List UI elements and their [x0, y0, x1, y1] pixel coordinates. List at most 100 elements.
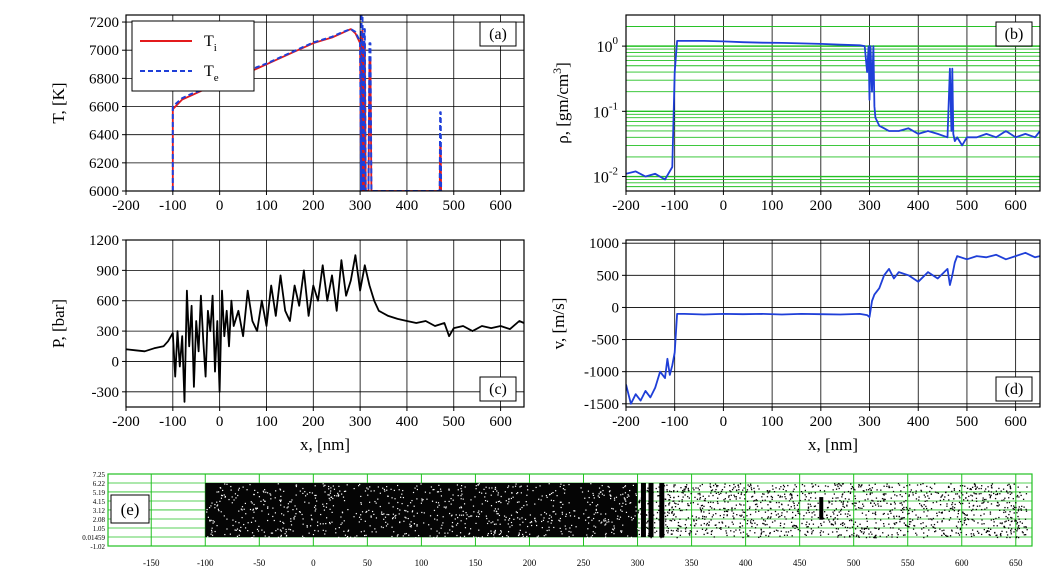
void-dot	[541, 527, 543, 529]
void-dot	[568, 483, 570, 486]
particle-dot	[988, 530, 990, 533]
particle-dot	[724, 525, 727, 527]
particle-dot	[839, 499, 841, 502]
particle-dot	[743, 487, 745, 489]
particle-dot	[780, 503, 783, 505]
particle-dot	[746, 509, 749, 511]
void-dot	[624, 498, 626, 500]
particle-dot	[770, 516, 772, 518]
particle-dot	[713, 536, 715, 538]
void-dot	[516, 511, 518, 514]
particle-dot	[828, 502, 830, 504]
void-dot	[534, 517, 536, 519]
particle-dot	[695, 519, 698, 521]
void-dot	[600, 522, 602, 524]
void-dot	[396, 484, 399, 487]
void-dot	[611, 521, 613, 523]
particle-dot	[923, 494, 925, 496]
void-dot	[475, 536, 477, 538]
particle-dot	[862, 490, 864, 492]
particle-dot	[966, 499, 969, 501]
particle-dot	[878, 527, 880, 530]
particle-dot	[957, 510, 960, 512]
particle-dot	[810, 519, 813, 521]
particle-dot	[889, 527, 892, 529]
void-dot	[232, 519, 234, 521]
void-dot	[422, 498, 424, 501]
particle-dot	[697, 487, 699, 489]
x-tick-label: 600	[1004, 198, 1027, 214]
particle-dot	[969, 488, 972, 490]
particle-dot	[715, 488, 717, 491]
particle-dot	[854, 502, 856, 504]
void-dot	[512, 496, 514, 498]
particle-dot	[985, 498, 987, 501]
void-dot	[403, 520, 405, 522]
void-dot	[521, 537, 523, 539]
void-dot	[367, 488, 369, 490]
particle-dot	[714, 524, 716, 526]
particle-dot	[1001, 499, 1003, 502]
particle-dot	[670, 529, 673, 532]
void-dot	[209, 520, 211, 522]
particle-dot	[861, 531, 863, 533]
panel-label-text: (b)	[1005, 26, 1024, 43]
particle-dot	[792, 526, 794, 528]
void-dot	[545, 495, 548, 497]
particle-dot	[907, 513, 909, 515]
particle-dot	[717, 502, 719, 505]
particle-dot	[905, 524, 907, 527]
x-tick-label: 100	[415, 558, 429, 568]
particle-dot	[874, 511, 877, 513]
void-dot	[625, 500, 627, 502]
particle-dot	[728, 495, 730, 497]
void-dot	[485, 492, 487, 494]
particle-dot	[762, 519, 765, 521]
particle-dot	[674, 484, 676, 486]
void-dot	[373, 513, 375, 516]
particle-dot	[1021, 505, 1023, 508]
particle-dot	[915, 498, 918, 500]
void-dot	[373, 490, 375, 492]
particle-dot	[793, 524, 795, 527]
void-dot	[437, 502, 440, 504]
particle-dot	[741, 525, 744, 527]
void-dot	[531, 521, 533, 523]
void-dot	[317, 521, 319, 523]
void-dot	[445, 507, 447, 509]
particle-dot	[760, 528, 762, 530]
particle-dot	[790, 529, 792, 532]
particle-dot	[987, 530, 989, 532]
void-dot	[507, 531, 510, 533]
particle-dot	[688, 497, 691, 499]
particle-dot	[711, 530, 713, 532]
void-dot	[275, 530, 277, 532]
void-dot	[414, 487, 416, 489]
void-dot	[587, 501, 589, 503]
particle-dot	[1016, 521, 1019, 524]
particle-dot	[975, 508, 978, 511]
particle-dot	[1007, 519, 1010, 522]
particle-dot	[949, 507, 952, 510]
particle-dot	[803, 515, 805, 517]
particle-dot	[1003, 511, 1005, 514]
particle-dot	[930, 493, 933, 495]
particle-dot	[841, 494, 844, 496]
void-dot	[324, 484, 326, 486]
void-dot	[323, 509, 326, 511]
particle-dot	[735, 489, 738, 492]
particle-dot	[811, 531, 813, 533]
particle-dot	[1015, 506, 1017, 509]
particle-dot	[841, 522, 844, 525]
void-dot	[501, 536, 504, 538]
particle-dot	[665, 518, 667, 520]
particle-dot	[664, 515, 667, 518]
void-dot	[463, 535, 466, 537]
particle-dot	[933, 523, 936, 526]
particle-dot	[899, 518, 901, 521]
void-dot	[587, 490, 590, 492]
void-dot	[252, 536, 254, 539]
particle-dot	[964, 485, 966, 487]
particle-dot	[881, 497, 884, 500]
void-dot	[551, 519, 553, 522]
